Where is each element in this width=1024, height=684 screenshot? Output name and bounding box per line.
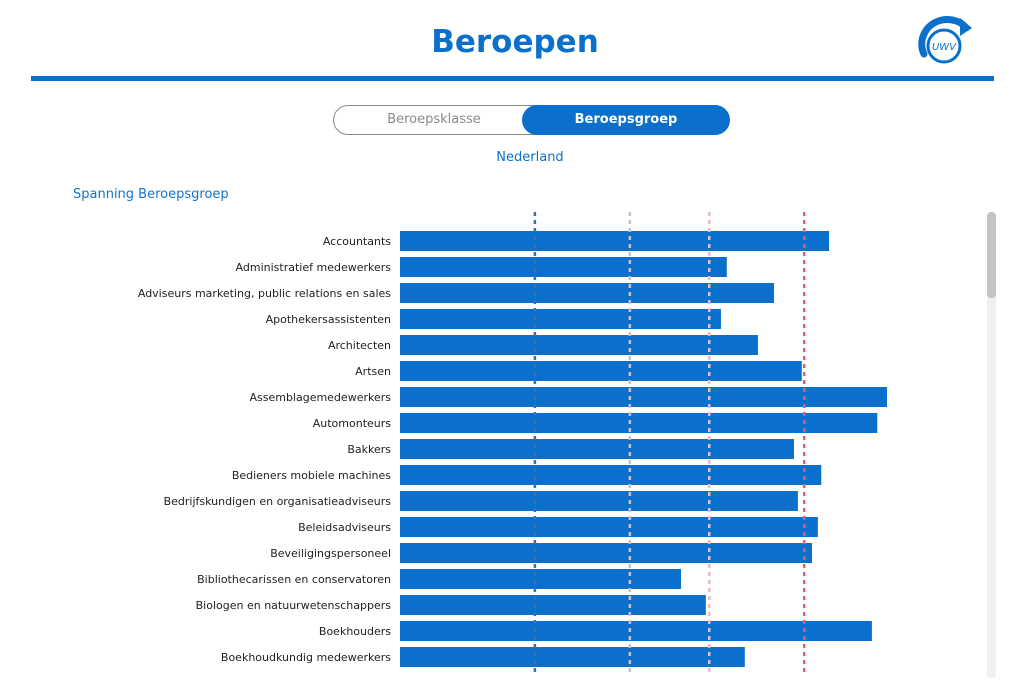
toggle-option-beroepsgroep[interactable]: Beroepsgroep	[522, 105, 730, 135]
toggle-option-beroepsklasse[interactable]: Beroepsklasse	[387, 112, 481, 127]
category-label: Accountants	[323, 235, 391, 248]
category-label: Bakkers	[347, 443, 391, 456]
category-label: Automonteurs	[313, 417, 392, 430]
category-label: Architecten	[328, 339, 391, 352]
bar[interactable]	[400, 387, 887, 407]
bar[interactable]	[400, 543, 813, 563]
category-label: Artsen	[355, 365, 391, 378]
bar[interactable]	[400, 335, 758, 355]
bar[interactable]	[400, 621, 872, 641]
category-label: Assemblagemedewerkers	[249, 391, 391, 404]
bar[interactable]	[400, 231, 830, 251]
bar[interactable]	[400, 569, 681, 589]
section-title: Spanning Beroepsgroep	[73, 187, 229, 202]
view-toggle[interactable]: Beroepsklasse Beroepsgroep	[333, 105, 730, 135]
bar[interactable]	[400, 413, 878, 433]
category-label: Bibliothecarissen en conservatoren	[197, 573, 391, 586]
logo-text: UWV	[932, 42, 957, 53]
category-label: Boekhouders	[319, 625, 391, 638]
bar-chart: Accountants Administratief medewerkers Adv…	[138, 212, 887, 676]
category-label: Administratief medewerkers	[236, 261, 392, 274]
category-label: Bedieners mobiele machines	[232, 469, 391, 482]
header-divider	[31, 76, 994, 81]
bar[interactable]	[400, 283, 775, 303]
scrollbar-thumb[interactable]	[987, 212, 996, 298]
bar[interactable]	[400, 517, 818, 537]
category-label: Biologen en natuurwetenschappers	[196, 599, 392, 612]
uwv-logo: UWV	[918, 16, 972, 64]
bar[interactable]	[400, 361, 802, 381]
category-label: Apothekersassistenten	[266, 313, 391, 326]
category-label: Beleidsadviseurs	[298, 521, 391, 534]
page-title: Beroepen	[431, 24, 599, 60]
bar[interactable]	[400, 309, 721, 329]
bar[interactable]	[400, 491, 798, 511]
bar[interactable]	[400, 595, 706, 615]
scrollbar[interactable]	[987, 212, 996, 678]
category-label: Bedrijfskundigen en organisatieadviseurs	[164, 495, 392, 508]
bar[interactable]	[400, 439, 794, 459]
category-label: Beveiligingspersoneel	[270, 547, 391, 560]
bar[interactable]	[400, 465, 822, 485]
region-label: Nederland	[496, 150, 564, 165]
category-label: Adviseurs marketing, public relations en…	[138, 287, 391, 300]
bar[interactable]	[400, 257, 727, 277]
category-label: Boekhoudkundig medewerkers	[221, 651, 391, 664]
bar[interactable]	[400, 647, 745, 667]
